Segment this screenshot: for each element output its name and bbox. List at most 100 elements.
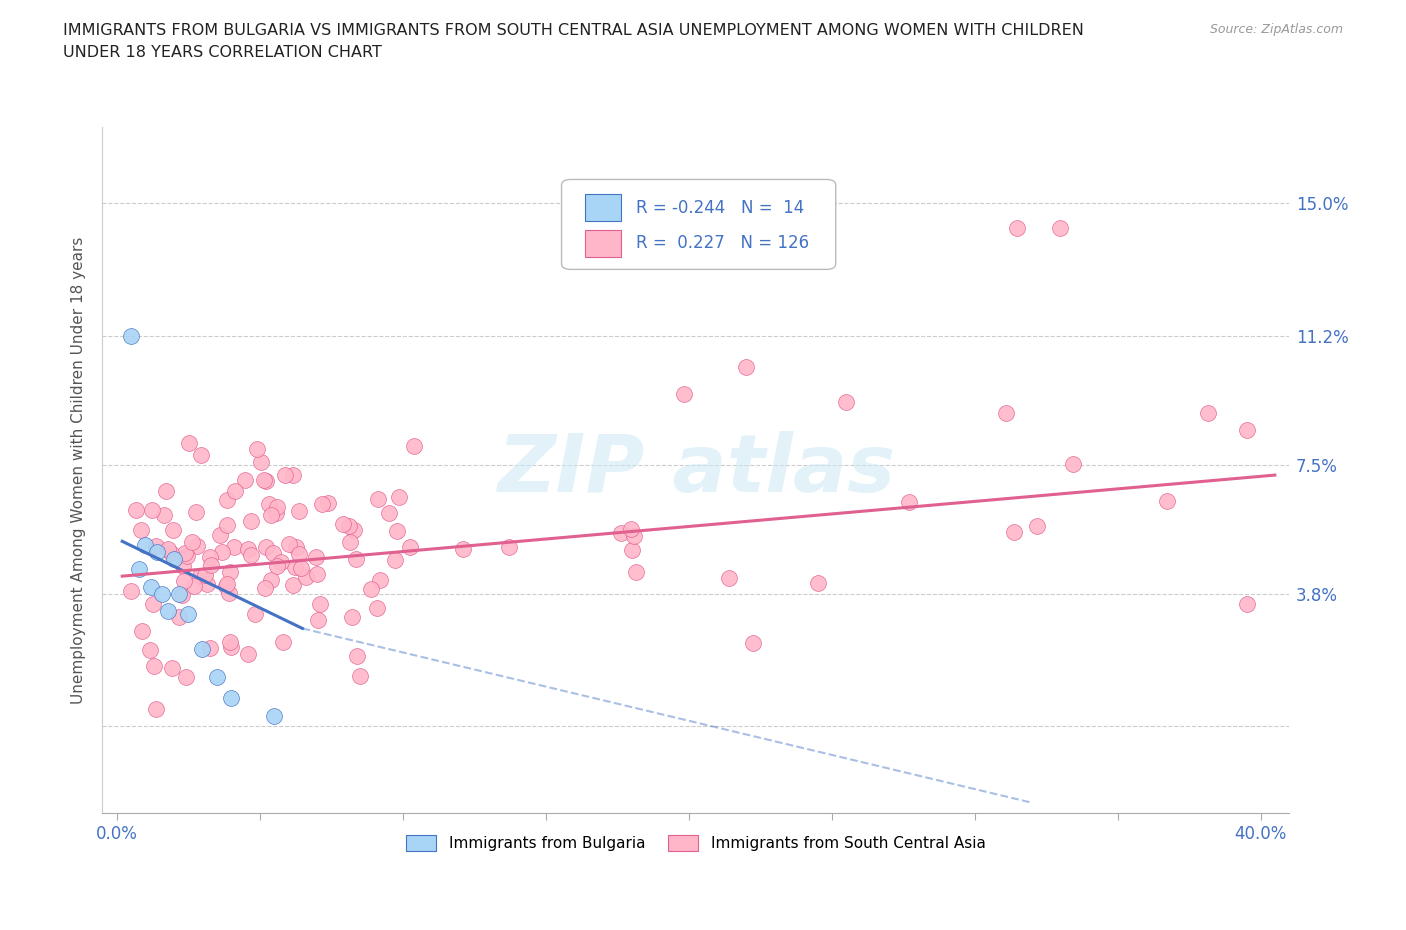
- Point: [129, 522, 152, 537]
- Point: [717, 570, 740, 585]
- Point: [219, 640, 242, 655]
- Point: [160, 660, 183, 675]
- Point: [167, 609, 190, 624]
- Point: [309, 596, 332, 611]
- Point: [344, 551, 367, 566]
- Point: [1002, 525, 1025, 539]
- Point: [194, 568, 217, 583]
- Point: [218, 634, 240, 649]
- Point: [378, 506, 401, 521]
- Point: [222, 539, 245, 554]
- Legend: Immigrants from Bulgaria, Immigrants from South Central Asia: Immigrants from Bulgaria, Immigrants fro…: [399, 829, 991, 857]
- Point: [156, 604, 179, 618]
- Point: [263, 708, 285, 723]
- Point: [249, 455, 271, 470]
- Point: [236, 646, 259, 661]
- Point: [186, 539, 208, 554]
- Point: [1049, 220, 1071, 235]
- Point: [125, 503, 148, 518]
- Point: [200, 641, 222, 656]
- Point: [159, 546, 181, 561]
- Point: [307, 613, 329, 628]
- Point: [217, 577, 239, 591]
- Point: [283, 578, 305, 592]
- Point: [284, 540, 307, 555]
- Point: [995, 405, 1018, 420]
- Y-axis label: Unemployment Among Women with Children Under 18 years: Unemployment Among Women with Children U…: [72, 236, 86, 704]
- Point: [173, 546, 195, 561]
- Point: [619, 522, 641, 537]
- Point: [1062, 456, 1084, 471]
- Point: [271, 634, 294, 649]
- Point: [453, 541, 475, 556]
- Point: [173, 559, 195, 574]
- Point: [262, 546, 284, 561]
- Point: [173, 574, 195, 589]
- Point: [156, 542, 179, 557]
- Point: [835, 394, 858, 409]
- Point: [145, 538, 167, 553]
- FancyBboxPatch shape: [561, 179, 835, 270]
- Point: [184, 504, 207, 519]
- Point: [360, 581, 382, 596]
- Point: [139, 579, 162, 594]
- Point: [398, 540, 420, 555]
- Point: [734, 360, 756, 375]
- Point: [254, 473, 277, 488]
- Point: [195, 577, 218, 591]
- Point: [236, 541, 259, 556]
- Point: [120, 583, 142, 598]
- Point: [180, 535, 202, 550]
- Point: [150, 586, 173, 601]
- Point: [188, 569, 211, 584]
- Point: [266, 500, 288, 515]
- Point: [145, 702, 167, 717]
- Point: [610, 525, 633, 540]
- Point: [295, 569, 318, 584]
- Point: [741, 635, 763, 650]
- Point: [169, 586, 191, 601]
- Text: ZIP atlas: ZIP atlas: [496, 431, 894, 509]
- Point: [384, 553, 406, 568]
- Point: [205, 670, 228, 684]
- Point: [311, 497, 333, 512]
- Point: [623, 529, 645, 544]
- Text: IMMIGRANTS FROM BULGARIA VS IMMIGRANTS FROM SOUTH CENTRAL ASIA UNEMPLOYMENT AMON: IMMIGRANTS FROM BULGARIA VS IMMIGRANTS F…: [63, 23, 1084, 60]
- Point: [120, 328, 142, 343]
- Point: [305, 550, 328, 565]
- Point: [217, 492, 239, 507]
- Point: [170, 587, 193, 602]
- Point: [155, 484, 177, 498]
- Point: [245, 442, 267, 457]
- Point: [340, 609, 363, 624]
- Point: [239, 548, 262, 563]
- Point: [1007, 220, 1029, 235]
- Text: Source: ZipAtlas.com: Source: ZipAtlas.com: [1209, 23, 1343, 36]
- Point: [153, 507, 176, 522]
- Point: [807, 576, 830, 591]
- Point: [278, 536, 301, 551]
- Point: [162, 523, 184, 538]
- Point: [368, 572, 391, 587]
- Point: [620, 542, 643, 557]
- Point: [239, 513, 262, 528]
- Point: [1156, 494, 1178, 509]
- Point: [332, 516, 354, 531]
- Point: [141, 597, 163, 612]
- Point: [233, 473, 256, 488]
- Point: [134, 538, 156, 552]
- Point: [316, 496, 339, 511]
- Point: [245, 606, 267, 621]
- Point: [211, 544, 233, 559]
- Point: [131, 623, 153, 638]
- Point: [208, 528, 231, 543]
- Point: [183, 578, 205, 593]
- Point: [290, 560, 312, 575]
- Point: [260, 508, 283, 523]
- Point: [219, 691, 242, 706]
- Point: [281, 467, 304, 482]
- Point: [190, 447, 212, 462]
- Point: [253, 472, 276, 487]
- Point: [349, 669, 371, 684]
- Point: [283, 559, 305, 574]
